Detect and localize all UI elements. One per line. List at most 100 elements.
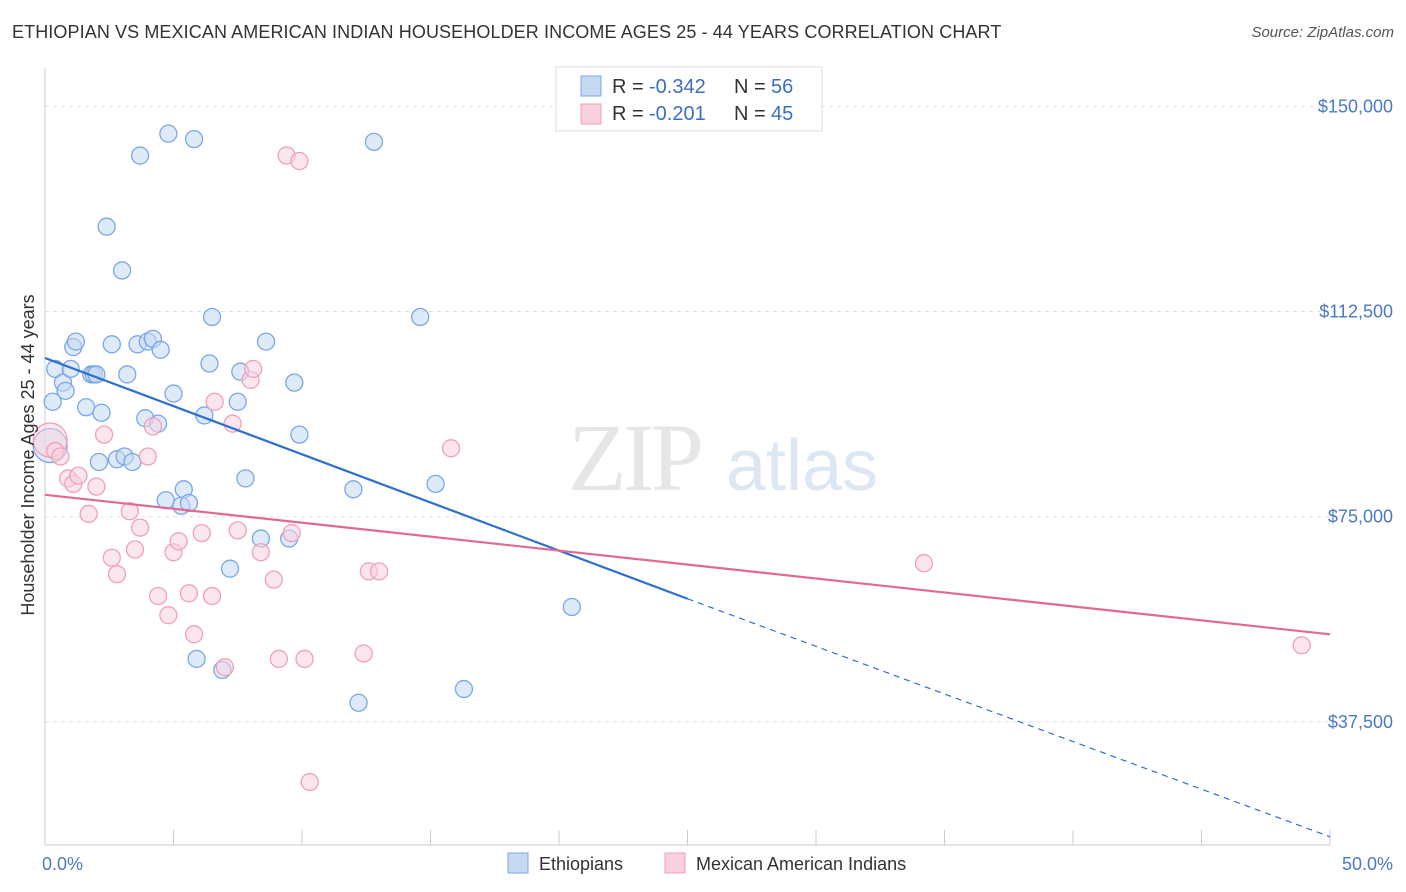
ethiopians-point-34 (184, 129, 204, 149)
mexican-american-indians-point-13 (130, 518, 150, 537)
ethiopians-point-13 (92, 403, 111, 422)
mexican-american-indians-point-24 (205, 392, 224, 411)
legend-r-label-1: R = (612, 76, 644, 98)
legend-swatch-ethiopians (507, 852, 529, 874)
ethiopians-point-41 (228, 392, 247, 411)
ethiopians-point-19 (118, 365, 137, 384)
ethiopians-point-30 (164, 384, 183, 403)
ethiopians-point-14 (97, 217, 116, 236)
ethiopians-point-22 (130, 146, 150, 165)
ethiopians-point-55 (562, 597, 581, 617)
ethiopians-point-8 (76, 398, 96, 417)
mexican-american-indians-point-23 (202, 586, 222, 606)
ethiopians-point-7 (66, 332, 85, 351)
mexican-american-indians-point-8 (94, 425, 114, 444)
x-tick-label-1: 50.0% (1342, 854, 1393, 874)
mexican-american-indians-point-9 (102, 548, 121, 567)
ethiopians-point-12 (89, 452, 109, 472)
legend-n-label-2: N = (734, 103, 766, 125)
mexican-american-indians-point-20 (179, 584, 199, 603)
series-mexican-american-indians (32, 146, 1311, 792)
ethiopians-point-51 (364, 132, 384, 152)
y-tick-label-0: $150,000 (1318, 96, 1393, 116)
chart-title: ETHIOPIAN VS MEXICAN AMERICAN INDIAN HOU… (12, 22, 1002, 42)
correlation-legend: R = -0.342 N = 56 R = -0.201 N = 45 (555, 66, 823, 132)
ethiopians-point-17 (112, 261, 132, 280)
mexican-american-indians-point-25 (215, 658, 235, 677)
mexican-american-indians-point-40 (369, 562, 389, 581)
legend-swatch-blue (580, 75, 602, 97)
mexican-american-indians-point-12 (125, 540, 145, 559)
ethiopians-point-45 (256, 332, 276, 351)
mexican-american-indians-point-17 (159, 606, 178, 625)
legend-swatch-pink (580, 103, 602, 125)
legend-swatch-mexican-american-indians (664, 852, 686, 874)
ethiopians-point-43 (236, 469, 255, 488)
mexican-american-indians-point-30 (251, 543, 271, 562)
mexican-american-indians-point-27 (228, 521, 247, 540)
mexican-american-indians-point-41 (441, 439, 461, 458)
legend-r-label-2: R = (612, 103, 644, 125)
mexican-american-indians-point-11 (120, 502, 139, 521)
ethiopians-point-35 (187, 649, 206, 669)
legend-n-value-2: 45 (771, 103, 793, 125)
series-legend: Ethiopians Mexican American Indians (507, 852, 906, 874)
mexican-american-indians-point-6 (79, 504, 98, 524)
trend-lines (44, 356, 1331, 838)
mexican-american-indians-point-31 (264, 570, 283, 589)
ethiopians-point-40 (220, 559, 240, 578)
ethiopians-point-54 (454, 679, 474, 699)
ethiopians-point-49 (344, 480, 363, 499)
mexican-american-indians-point-37 (300, 772, 319, 792)
mexican-american-indians-point-2 (51, 447, 70, 466)
y-tick-label-1: $112,500 (1319, 301, 1393, 321)
mexican-american-indians-point-21 (184, 625, 204, 644)
mexican-american-indians-point-22 (192, 523, 211, 543)
watermark-atlas: atlas (726, 426, 878, 506)
y-tick-label-3: $37,500 (1328, 712, 1393, 732)
ethiopians-point-37 (200, 354, 219, 373)
mexican-american-indians-point-43 (1292, 636, 1311, 655)
legend-n-label-1: N = (734, 76, 766, 98)
mexican-american-indians-point-7 (87, 477, 106, 496)
mexican-american-indians-point-42 (914, 554, 934, 573)
ethiopians-point-20 (123, 452, 142, 472)
mexican-american-indians-point-10 (107, 564, 127, 584)
legend-r-value-1: -0.342 (649, 76, 706, 98)
ethiopians-point-15 (102, 335, 121, 354)
ethiopians-point-5 (61, 359, 80, 379)
mexican-american-indians-point-32 (269, 649, 289, 669)
source-label: Source: ZipAtlas.com (1251, 24, 1394, 41)
mexican-american-indians-point-14 (138, 447, 157, 466)
ethiopians-point-4 (56, 381, 75, 400)
mexican-american-indians-point-19 (169, 532, 188, 551)
ethiopians-point-38 (202, 307, 222, 327)
ethiopians-point-48 (290, 425, 309, 444)
mexican-american-indians-point-34 (282, 523, 301, 543)
trend-line-ethiopians (44, 356, 688, 600)
watermark-zip: ZIP (568, 404, 701, 511)
legend-n-value-1: 56 (771, 76, 793, 98)
trend-line-ethiopians-extrapolated (687, 598, 1331, 838)
legend-label-ethiopians: Ethiopians (539, 854, 623, 874)
ethiopians-point-50 (349, 693, 368, 712)
legend-r-value-2: -0.201 (649, 103, 706, 125)
mexican-american-indians-point-15 (143, 417, 163, 436)
ethiopians-point-1 (43, 392, 62, 411)
x-tick-label-0: 0.0% (42, 854, 83, 874)
series-ethiopians (32, 124, 581, 712)
ethiopians-point-29 (159, 124, 178, 143)
mexican-american-indians-point-5 (69, 466, 88, 485)
mexican-american-indians-point-26 (223, 414, 242, 433)
ethiopians-point-53 (426, 474, 445, 494)
mexican-american-indians-point-38 (354, 644, 373, 663)
ethiopians-point-52 (411, 307, 430, 327)
y-axis-label: Householder Income Ages 25 - 44 years (18, 294, 38, 615)
y-tick-labels: $150,000 $112,500 $75,000 $37,500 (1318, 96, 1393, 732)
x-tick-labels: 0.0% 50.0% (42, 854, 1393, 874)
mexican-american-indians-point-36 (295, 649, 314, 669)
ethiopians-point-47 (285, 373, 304, 392)
legend-label-mexican-american-indians: Mexican American Indians (696, 854, 906, 874)
mexican-american-indians-point-16 (148, 586, 168, 606)
